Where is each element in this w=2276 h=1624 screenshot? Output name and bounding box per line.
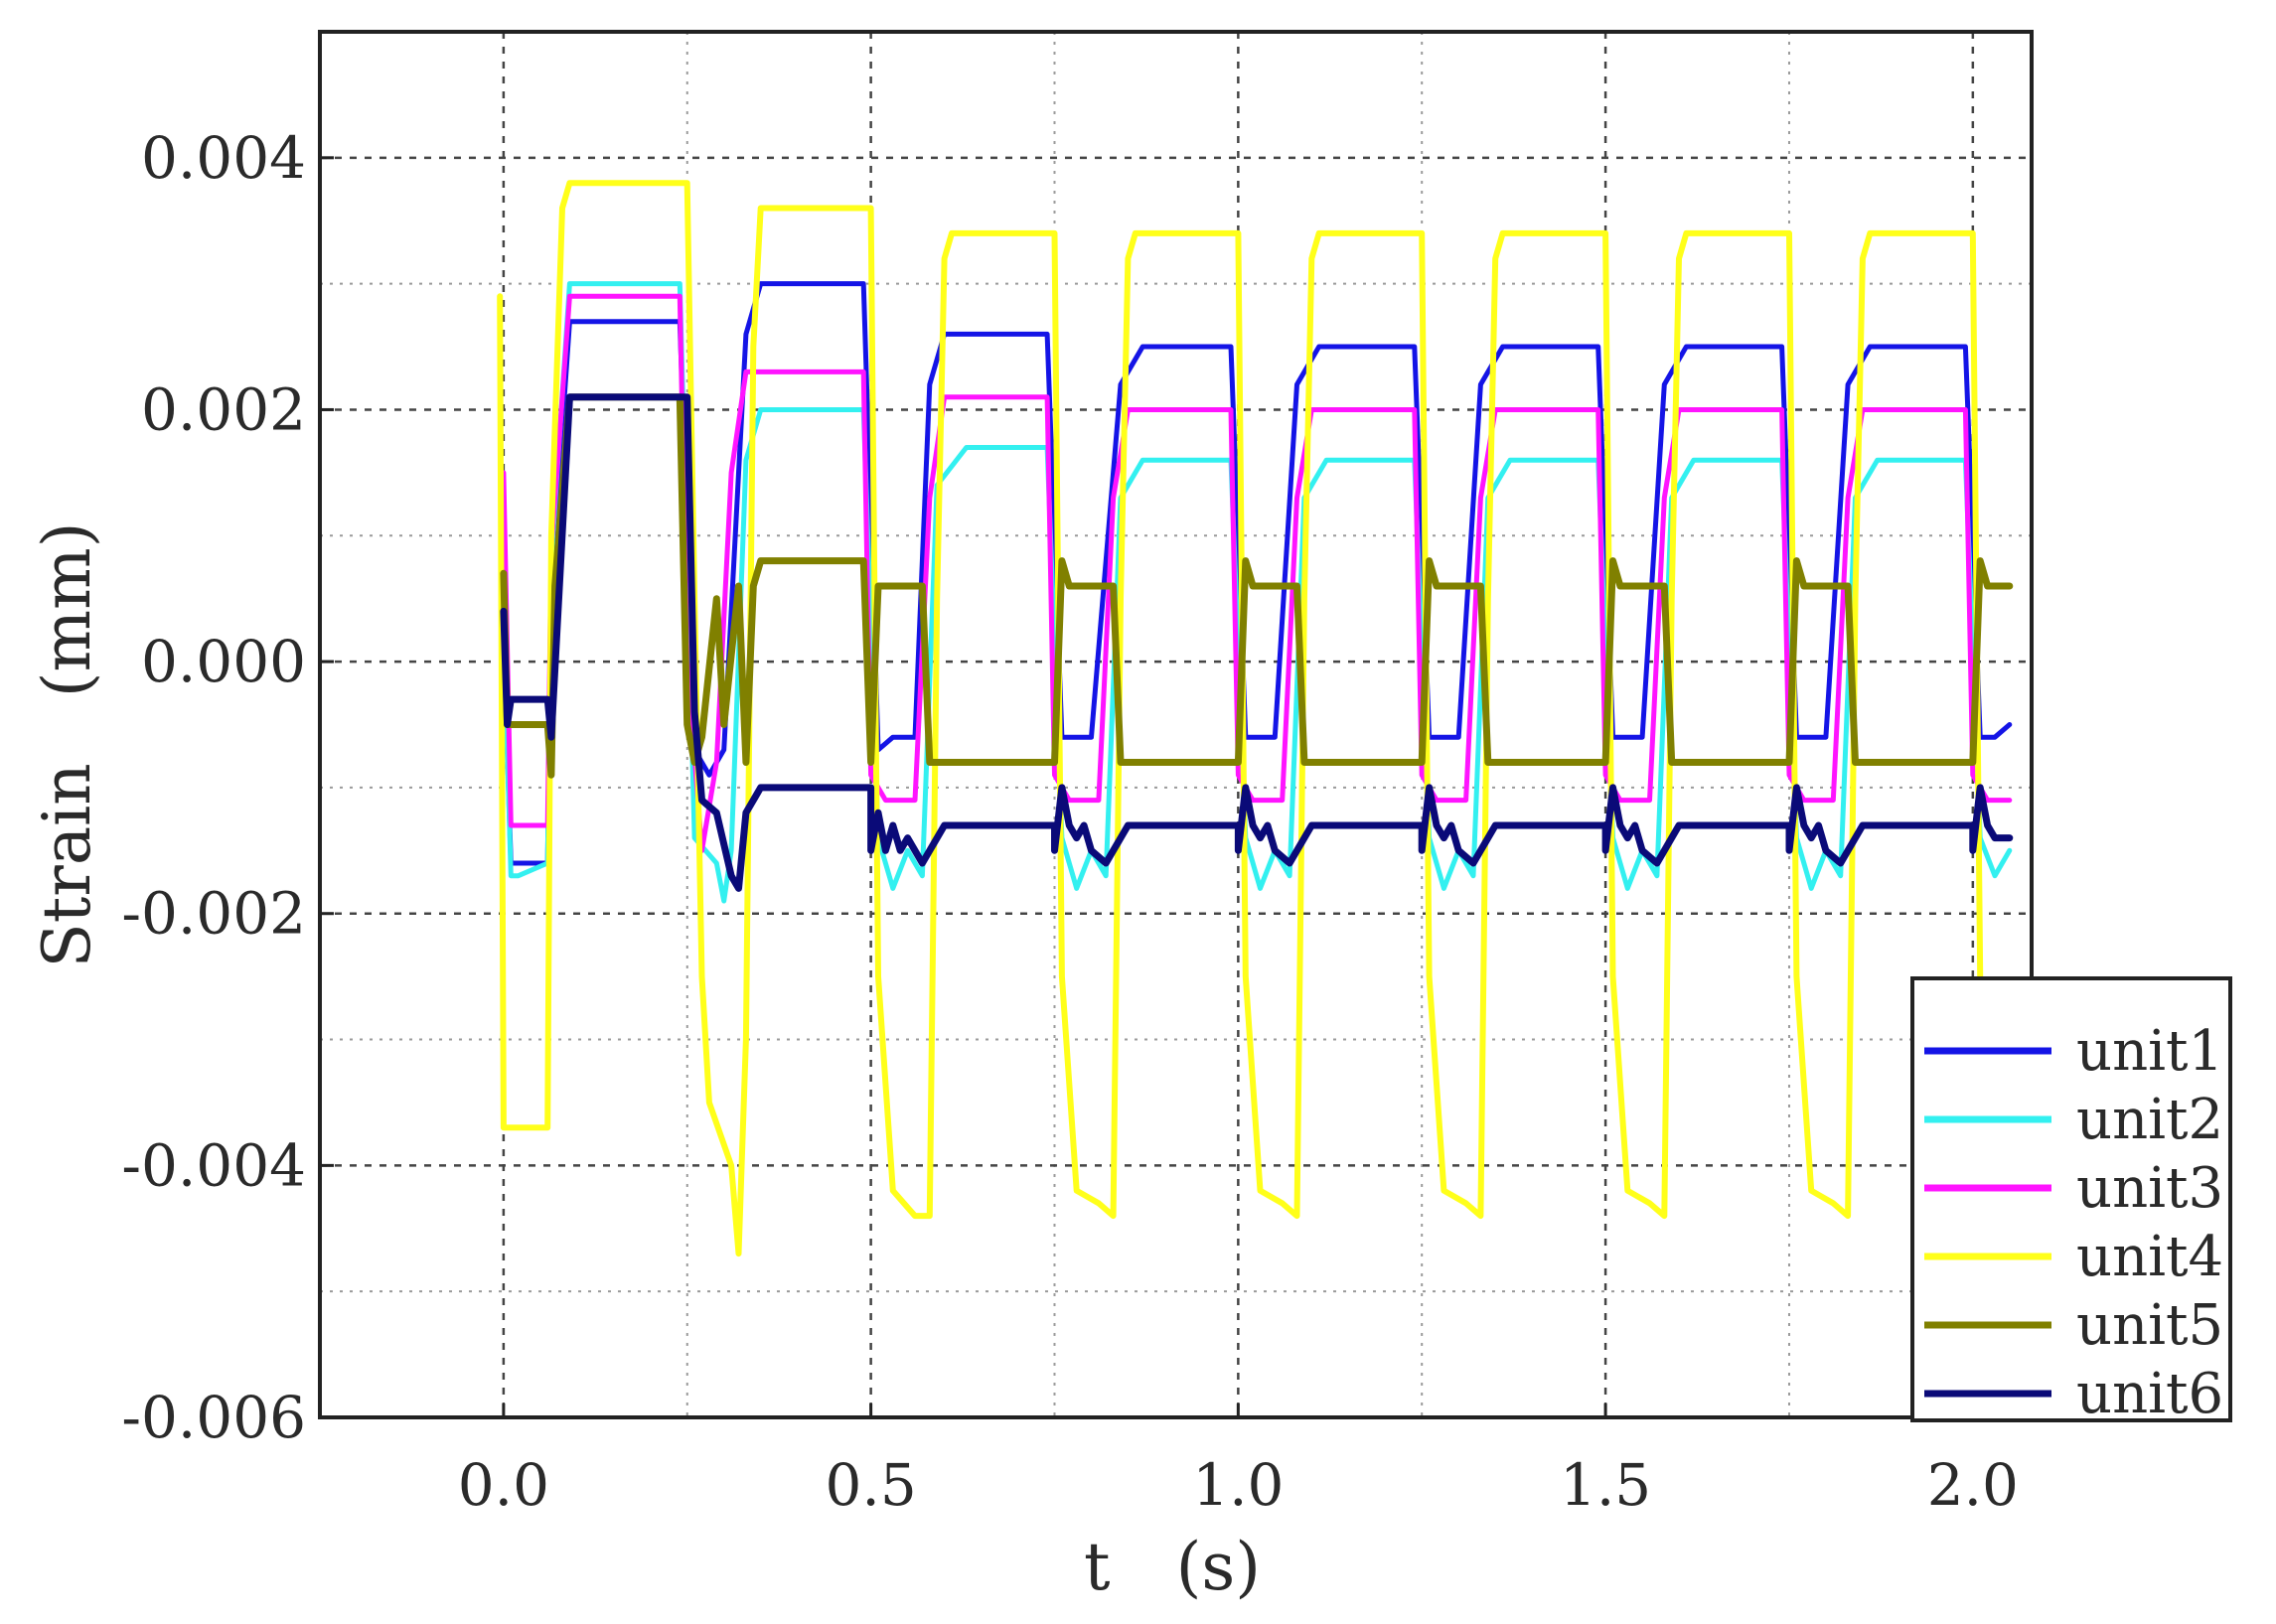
legend-label-unit1: unit1	[2076, 1019, 2223, 1084]
legend-label-unit4: unit4	[2076, 1225, 2223, 1289]
series-layer	[497, 180, 2014, 1257]
series-line-unit6	[500, 393, 2014, 892]
x-tick-label: 2.0	[1927, 1451, 2019, 1519]
y-tick-label: 0.002	[141, 375, 306, 443]
plot-frame	[318, 30, 2034, 1419]
y-tick-label: 0.004	[141, 124, 306, 192]
x-tick-label: 1.5	[1560, 1451, 1651, 1519]
x-tick-label: 1.0	[1192, 1451, 1284, 1519]
y-tick-label: 0.000	[141, 628, 306, 695]
legend-label-unit2: unit2	[2076, 1088, 2223, 1152]
y-tick-label: -0.002	[121, 880, 306, 948]
series-line-unit4	[497, 180, 2013, 1257]
y-tick-label: -0.004	[121, 1131, 306, 1199]
x-tick-label: 0.0	[458, 1451, 549, 1519]
x-axis-title: t (s)	[1084, 1529, 1261, 1605]
x-tick-label: 0.5	[825, 1451, 916, 1519]
legend-label-unit5: unit5	[2076, 1293, 2223, 1358]
legend-label-unit3: unit3	[2076, 1156, 2223, 1221]
legend-label-unit6: unit6	[2076, 1362, 2223, 1426]
y-axis-ticks: 0.004 0.002 0.000 -0.002 -0.004 -0.006	[121, 124, 334, 1451]
y-tick-label: -0.006	[121, 1384, 306, 1451]
series-line-unit3	[501, 293, 2013, 853]
x-axis-ticks: 0.0 0.5 1.0 1.5 2.0	[458, 1403, 2019, 1519]
y-axis-title: Strain (mm)	[29, 522, 105, 968]
